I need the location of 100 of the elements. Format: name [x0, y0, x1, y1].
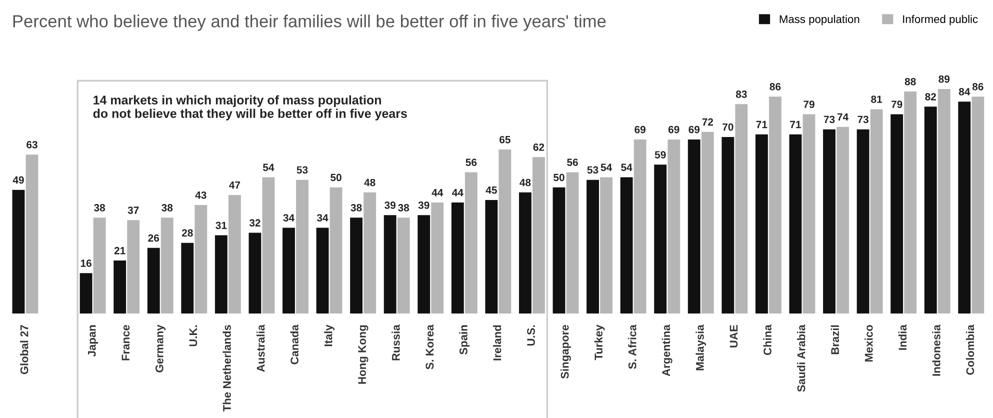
x-tick-label: U.S. — [527, 325, 535, 346]
data-label: 53 — [296, 166, 308, 174]
bar — [282, 228, 295, 314]
bar — [194, 205, 208, 314]
data-label: 89 — [938, 75, 950, 83]
data-label: 38 — [350, 204, 362, 212]
bar — [519, 192, 532, 314]
data-label: 74 — [837, 113, 849, 121]
data-label: 72 — [702, 118, 714, 126]
bar — [248, 232, 262, 314]
bar — [330, 187, 342, 314]
data-label: 86 — [972, 82, 984, 90]
data-label: 50 — [330, 174, 342, 182]
x-tick-label: S. Korea — [426, 324, 434, 370]
x-tick-label: Global 27 — [20, 325, 28, 374]
data-label: 62 — [533, 144, 544, 151]
x-tick-label: Canada — [290, 324, 298, 364]
chart-title: Percent who believe they and their families will be better off in five years' time — [13, 14, 606, 31]
x-tick-label: Singapore — [560, 324, 571, 379]
x-tick-label: Ireland — [493, 325, 502, 360]
data-label: 70 — [722, 123, 734, 131]
bar — [836, 126, 849, 314]
x-tick-label: S. Africa — [628, 324, 636, 369]
data-label: 45 — [486, 186, 497, 194]
bar — [350, 218, 363, 314]
x-tick-label: Brazil — [830, 325, 839, 354]
x-tick-label: U.K. — [189, 325, 198, 346]
data-label: 39 — [384, 202, 396, 209]
data-label: 83 — [736, 90, 747, 98]
data-label: 56 — [567, 158, 578, 166]
data-label: 38 — [162, 204, 173, 212]
x-tick-label: Italy — [324, 324, 334, 346]
bar — [12, 190, 25, 314]
bar — [228, 194, 241, 314]
bar — [634, 139, 646, 314]
bar — [127, 220, 140, 314]
bar — [114, 260, 126, 314]
bar — [904, 92, 917, 314]
bar — [364, 192, 376, 314]
legend-label: Informed public — [903, 14, 978, 26]
data-label: 50 — [554, 174, 564, 182]
x-tick-label: India — [898, 324, 907, 350]
bar — [938, 89, 950, 314]
bar — [870, 109, 883, 314]
bar — [958, 102, 971, 314]
x-tick-label: Malaysia — [696, 324, 706, 370]
data-label: 69 — [668, 126, 680, 134]
bar — [768, 96, 782, 314]
legend-label: Mass population — [780, 14, 860, 26]
data-label: 65 — [500, 136, 510, 144]
data-label: 73 — [824, 116, 835, 124]
x-tick-label: Spain — [459, 325, 470, 355]
data-label: 71 — [756, 120, 768, 128]
data-label: 56 — [466, 158, 477, 166]
bar — [26, 154, 38, 314]
x-tick-label: UAE — [730, 325, 738, 348]
data-label: 31 — [216, 222, 227, 230]
bar — [485, 200, 498, 314]
data-label: 48 — [520, 178, 531, 186]
data-label: 49 — [12, 176, 24, 184]
data-label: 38 — [398, 204, 410, 212]
x-tick-label: Colombia — [966, 324, 974, 375]
data-label: 43 — [195, 191, 206, 199]
bar — [93, 218, 106, 314]
data-label: 47 — [229, 181, 240, 189]
data-label: 28 — [182, 229, 193, 237]
bar — [701, 132, 714, 314]
data-label: 88 — [904, 78, 916, 86]
bar — [924, 106, 937, 314]
data-label: 69 — [634, 126, 646, 134]
x-tick-label: Japan — [88, 325, 98, 357]
bar — [755, 134, 768, 314]
bar — [397, 218, 410, 314]
data-label: 16 — [80, 260, 92, 267]
data-label: 79 — [804, 100, 814, 108]
x-tick-label: Turkey — [594, 324, 605, 360]
data-label: 63 — [26, 140, 38, 148]
data-label: 82 — [925, 93, 936, 100]
data-label: 48 — [364, 178, 376, 186]
bar — [668, 139, 680, 314]
data-label: 86 — [770, 82, 781, 90]
x-tick-label: France — [122, 324, 130, 360]
bar — [418, 215, 430, 314]
bar — [823, 129, 836, 314]
bar — [431, 202, 444, 314]
bar — [147, 248, 160, 314]
bar — [451, 202, 464, 314]
bar — [688, 139, 700, 314]
bar — [181, 242, 194, 314]
data-label: 34 — [316, 214, 328, 222]
bar — [566, 172, 579, 314]
x-tick-label: The Netherlands — [222, 325, 231, 412]
x-tick-label: Russia — [392, 324, 400, 360]
x-tick-label: Argentina — [662, 324, 672, 376]
bar — [802, 114, 816, 314]
x-tick-label: China — [763, 324, 772, 356]
x-tick-label: Indonesia — [932, 324, 940, 376]
data-label: 79 — [891, 100, 902, 108]
bar — [160, 218, 174, 314]
bar — [214, 235, 228, 314]
